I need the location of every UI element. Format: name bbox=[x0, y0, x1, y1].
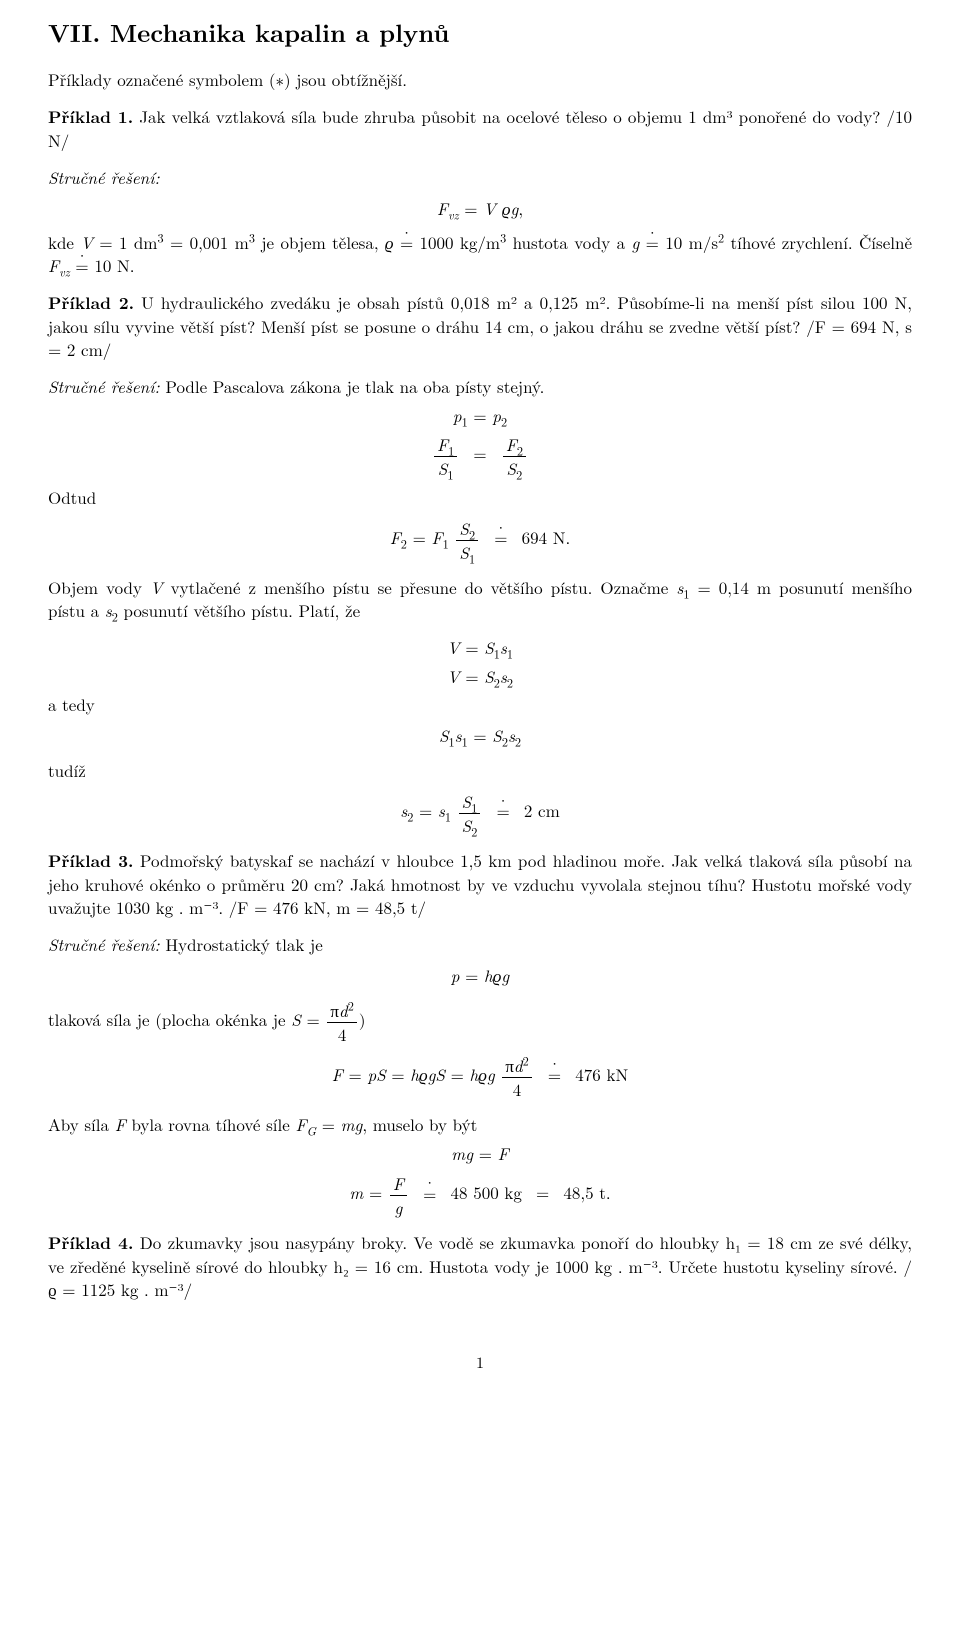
solution-2-label: Stručné řešení: Podle Pascalova zákona j… bbox=[48, 375, 912, 398]
example-2-text: U hydraulického zvedáku je obsah pístů 0… bbox=[48, 290, 912, 361]
equation-s1s1: S1s1 = S2s2 bbox=[48, 724, 912, 747]
solution-3-label-italic: Stručné řešení: bbox=[48, 932, 160, 956]
example-3: Příklad 3. Podmořský batyskaf se nachází… bbox=[48, 849, 912, 919]
aby-text: Aby síla F byla rovna tíhové síle FG = m… bbox=[48, 1113, 912, 1136]
intro-note: Příklady označené symbolem (∗) jsou obtí… bbox=[48, 68, 912, 91]
equation-f2: F2 = F1 S2S1 = 694 N. bbox=[48, 517, 912, 564]
example-4: Příklad 4. Do zkumavky jsou nasypány bro… bbox=[48, 1231, 912, 1301]
equation-mgF: mg = F bbox=[48, 1142, 912, 1165]
odtud: Odtud bbox=[48, 486, 912, 509]
volume-text: Objem vody V vytlačené z menšího pístu s… bbox=[48, 576, 912, 622]
equation-f1s1: F1S1 = F2S2 bbox=[48, 433, 912, 480]
page-number: 1 bbox=[48, 1351, 912, 1373]
example-1-text: Jak velká vztlaková síla bude zhruba půs… bbox=[48, 104, 912, 152]
solution-1-text: kde V = 1 dm3 = 0,001 m3 je objem tělesa… bbox=[48, 231, 912, 277]
equation-p1p2: p1 = p2 bbox=[48, 404, 912, 427]
solution-3-label: Stručné řešení: Hydrostatický tlak je bbox=[48, 933, 912, 956]
equation-m: m = Fg = 48 500 kg = 48,5 t. bbox=[48, 1172, 912, 1219]
example-3-text: Podmořský batyskaf se nachází v hloubce … bbox=[48, 848, 912, 919]
tudiz: tudíž bbox=[48, 759, 912, 782]
atedy: a tedy bbox=[48, 693, 912, 716]
example-4-label: Příklad 4. bbox=[48, 1231, 133, 1255]
equation-s2: s2 = s1 S1S2 = 2 cm bbox=[48, 790, 912, 837]
example-4-text: Do zkumavky jsou nasypány broky. Ve vodě… bbox=[48, 1230, 912, 1301]
solution-2-label-italic: Stručné řešení: bbox=[48, 374, 160, 398]
example-2-label: Příklad 2. bbox=[48, 291, 134, 315]
page-title: VII. Mechanika kapalin a plynů bbox=[48, 16, 912, 50]
equation-fvz: Fvz = V ϱg, bbox=[48, 197, 912, 220]
example-1-label: Příklad 1. bbox=[48, 105, 133, 129]
example-2: Příklad 2. U hydraulického zvedáku je ob… bbox=[48, 291, 912, 361]
equation-p-hrg: p = hϱg bbox=[48, 964, 912, 987]
example-1: Příklad 1. Jak velká vztlaková síla bude… bbox=[48, 105, 912, 152]
example-3-label: Příklad 3. bbox=[48, 849, 133, 873]
solution-2-lead: Podle Pascalova zákona je tlak na oba pí… bbox=[160, 374, 545, 398]
tlakova-text: tlaková síla je (plocha okénka je S = πd… bbox=[48, 999, 912, 1046]
equation-vs1: V = S1s1 bbox=[48, 636, 912, 659]
equation-F: F = pS = hϱgS = hϱg πd24 = 476 kN bbox=[48, 1054, 912, 1101]
solution-1-label: Stručné řešení: bbox=[48, 166, 912, 189]
equation-vs2: V = S2s2 bbox=[48, 665, 912, 688]
solution-3-lead: Hydrostatický tlak je bbox=[160, 932, 323, 956]
